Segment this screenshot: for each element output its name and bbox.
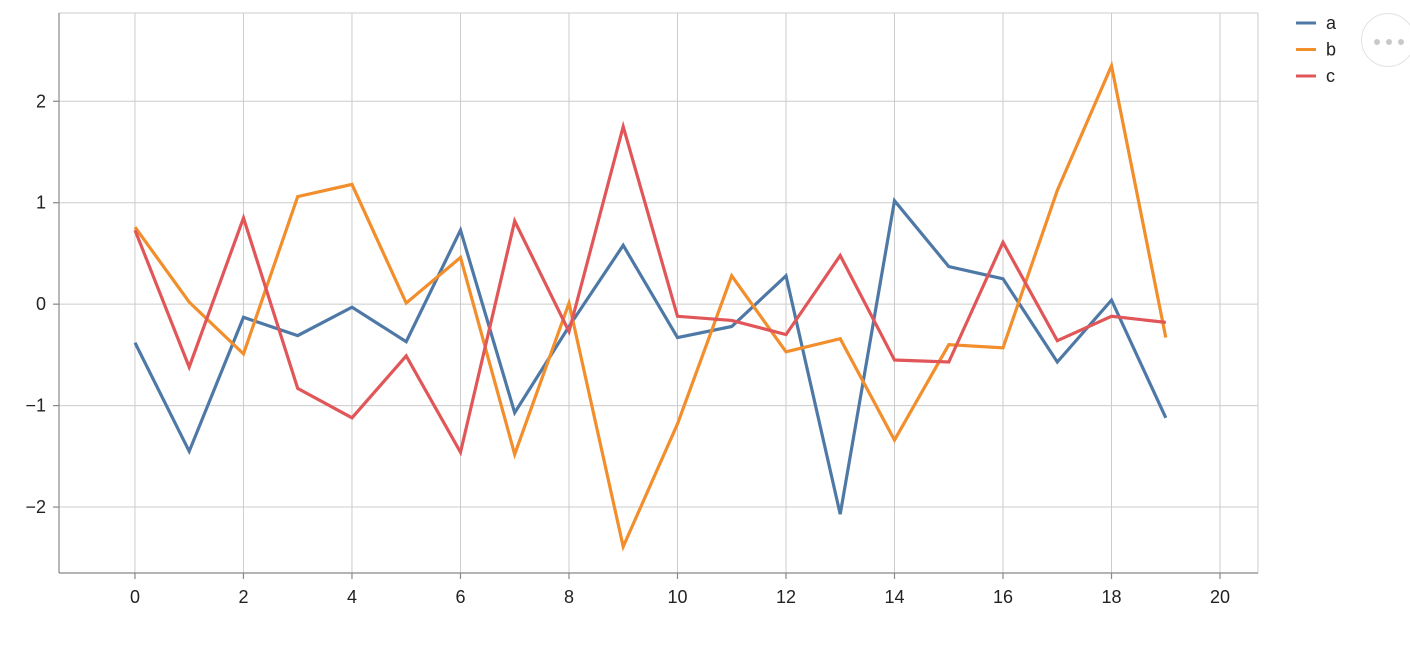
gridlines bbox=[59, 12, 1259, 573]
x-tick-label: 10 bbox=[667, 587, 687, 607]
series-lines bbox=[133, 60, 1168, 552]
x-tick-label: 2 bbox=[238, 587, 248, 607]
x-tick-label: 14 bbox=[884, 587, 904, 607]
x-tick-label: 20 bbox=[1210, 587, 1230, 607]
chart-actions-menu-button[interactable] bbox=[1361, 13, 1410, 67]
legend-label: a bbox=[1326, 13, 1337, 33]
x-tick-label: 6 bbox=[455, 587, 465, 607]
x-tick-label: 8 bbox=[564, 587, 574, 607]
y-tick-label: −2 bbox=[25, 497, 46, 517]
y-tick-label: 0 bbox=[36, 294, 46, 314]
legend-label: b bbox=[1326, 40, 1336, 60]
legend-item-c[interactable]: c bbox=[1296, 66, 1335, 86]
x-tick-label: 0 bbox=[130, 587, 140, 607]
y-tick-label: 1 bbox=[36, 193, 46, 213]
legend-label: c bbox=[1326, 66, 1335, 86]
x-tick-label: 16 bbox=[993, 587, 1013, 607]
x-tick-label: 4 bbox=[347, 587, 357, 607]
legend-item-b[interactable]: b bbox=[1296, 40, 1336, 60]
series-line-c[interactable] bbox=[133, 120, 1166, 457]
series-line-b[interactable] bbox=[133, 60, 1168, 552]
legend-item-a[interactable]: a bbox=[1296, 13, 1337, 33]
series-line-a[interactable] bbox=[133, 196, 1168, 515]
x-tick-label: 12 bbox=[776, 587, 796, 607]
more-options-icon bbox=[1374, 39, 1404, 45]
x-tick-label: 18 bbox=[1102, 587, 1122, 607]
y-tick-label: 2 bbox=[36, 91, 46, 111]
y-tick-label: −1 bbox=[25, 396, 46, 416]
legend[interactable]: abc bbox=[1296, 13, 1337, 86]
